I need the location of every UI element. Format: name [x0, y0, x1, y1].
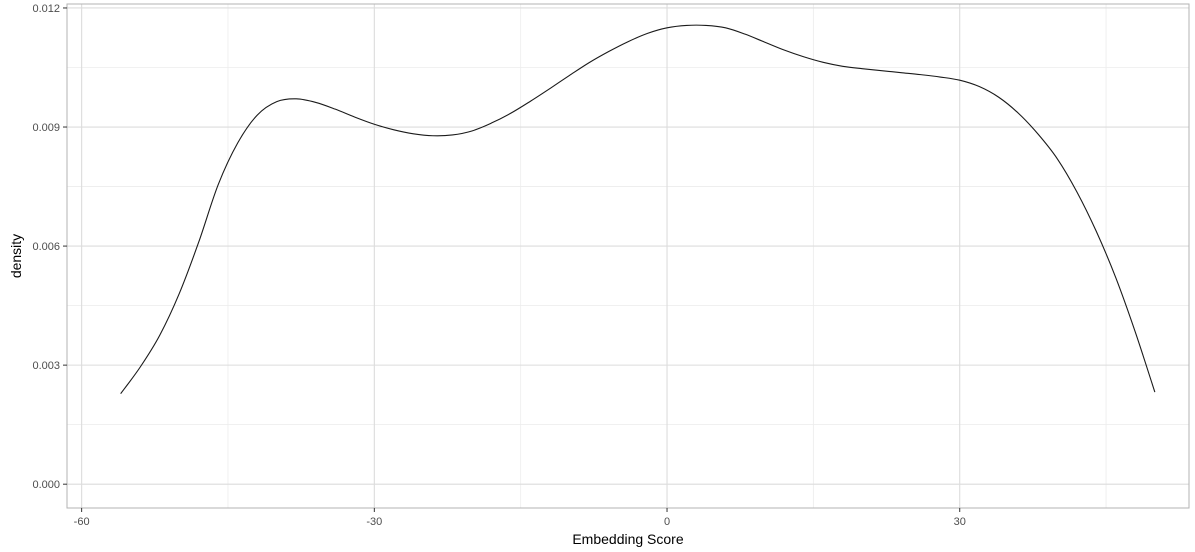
y-tick-label: 0.012 [32, 3, 60, 15]
major-gridlines [67, 4, 1189, 508]
x-tick-label: 30 [954, 516, 966, 528]
x-tick-label: -30 [366, 516, 382, 528]
minor-gridlines [67, 4, 1189, 508]
y-tick-label: 0.003 [32, 360, 60, 372]
y-axis-title: density [8, 234, 24, 278]
x-axis-ticks: -60 -30 0 30 [74, 508, 966, 528]
y-tick-label: 0.006 [32, 241, 60, 253]
y-tick-label: 0.000 [32, 479, 60, 491]
density-line [120, 24, 1156, 395]
series-layer [120, 24, 1156, 395]
x-tick-label: 0 [664, 516, 670, 528]
y-tick-label: 0.009 [32, 122, 60, 134]
y-axis-ticks: 0.000 0.003 0.006 0.009 0.012 [32, 3, 67, 491]
x-axis-title: Embedding Score [572, 531, 684, 547]
x-tick-label: -60 [74, 516, 90, 528]
panel-border [66, 3, 1190, 509]
